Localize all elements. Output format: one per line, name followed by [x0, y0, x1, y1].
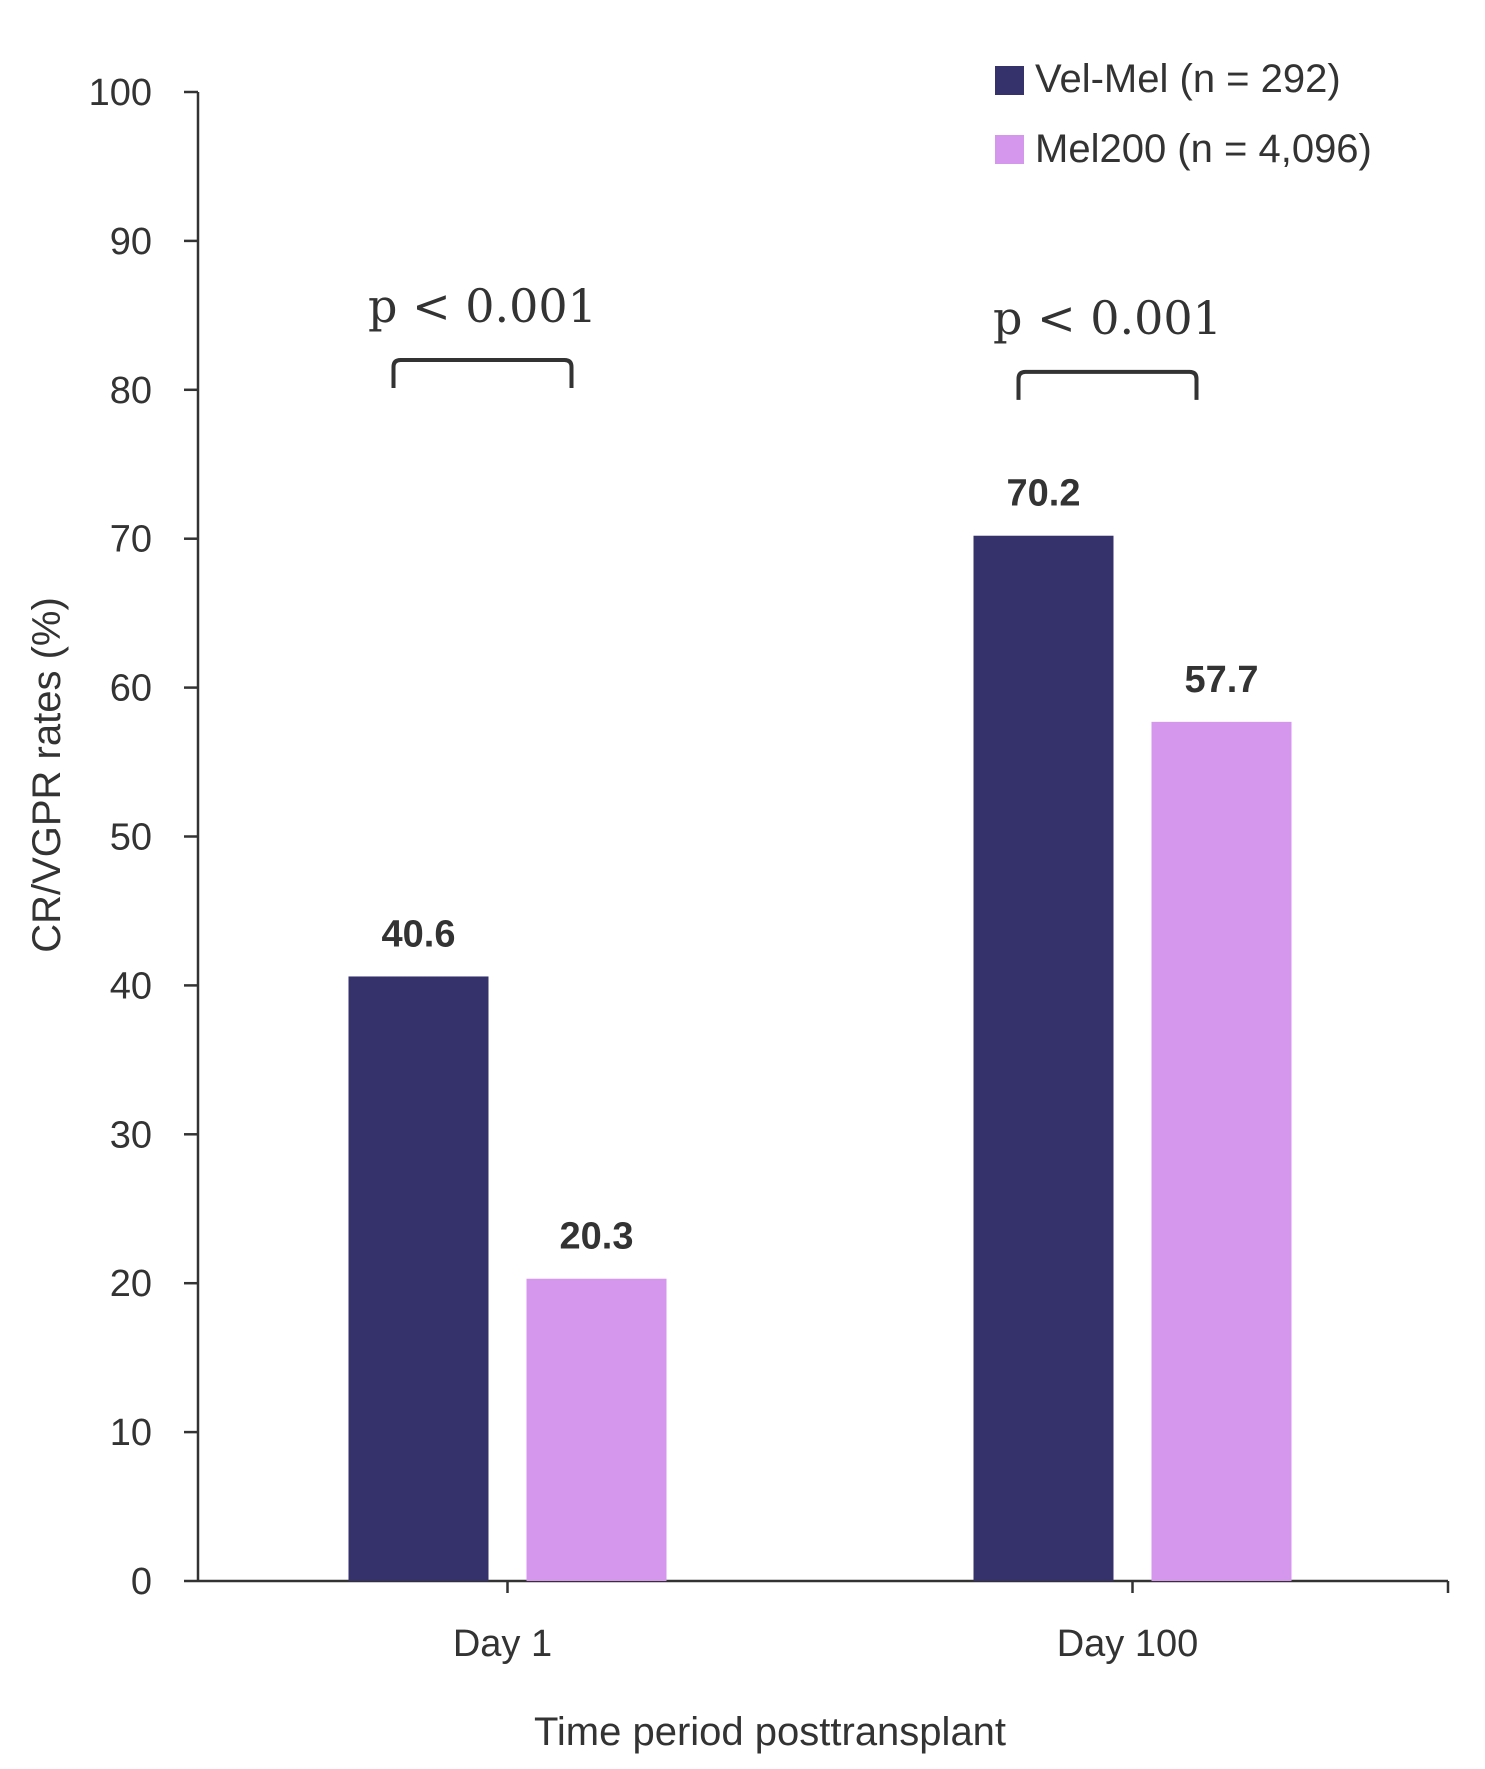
p-value-label: p < 0.001 — [368, 279, 597, 333]
significance-bracket — [391, 358, 574, 389]
y-tick-label: 30 — [110, 1114, 152, 1156]
legend-label-vel-mel: Vel-Mel (n = 292) — [1035, 57, 1341, 101]
data-label: 20.3 — [560, 1216, 634, 1258]
y-tick-label: 40 — [110, 965, 152, 1007]
bar — [1151, 721, 1292, 1581]
bar — [348, 976, 489, 1581]
legend-swatch-mel200 — [995, 135, 1024, 164]
y-tick-label: 60 — [110, 668, 152, 710]
bar — [526, 1278, 667, 1581]
significance-bracket — [1016, 369, 1199, 400]
legend-label-mel200: Mel200 (n = 4,096) — [1035, 127, 1372, 171]
y-tick-label: 90 — [110, 221, 152, 263]
x-tick-label: Day 1 — [453, 1623, 552, 1665]
y-axis-title: CR/VGPR rates (%) — [25, 597, 69, 953]
y-tick-label: 80 — [110, 370, 152, 412]
bar — [973, 535, 1114, 1582]
p-value-label: p < 0.001 — [993, 291, 1222, 345]
bars — [348, 535, 1292, 1582]
data-label: 40.6 — [382, 913, 456, 955]
data-label: 57.7 — [1185, 659, 1259, 701]
y-tick-label: 0 — [131, 1561, 152, 1603]
data-label: 70.2 — [1007, 473, 1081, 515]
legend-swatch-vel-mel — [995, 66, 1024, 95]
legend: Vel-Mel (n = 292) Mel200 (n = 4,096) — [995, 57, 1372, 171]
y-tick-label: 100 — [89, 72, 152, 114]
y-tick-label: 20 — [110, 1263, 152, 1305]
y-tick-label: 50 — [110, 817, 152, 859]
y-tick-label: 10 — [110, 1412, 152, 1454]
y-axis: 0 10 20 30 40 50 60 70 80 90 100 — [89, 72, 200, 1603]
x-axis-title: Time period posttransplant — [534, 1710, 1006, 1754]
data-labels: 40.6 20.3 70.2 57.7 — [382, 473, 1259, 1258]
x-tick-label: Day 100 — [1057, 1623, 1199, 1665]
y-tick-label: 70 — [110, 519, 152, 561]
significance-annotations: p < 0.001 p < 0.001 — [368, 279, 1222, 400]
